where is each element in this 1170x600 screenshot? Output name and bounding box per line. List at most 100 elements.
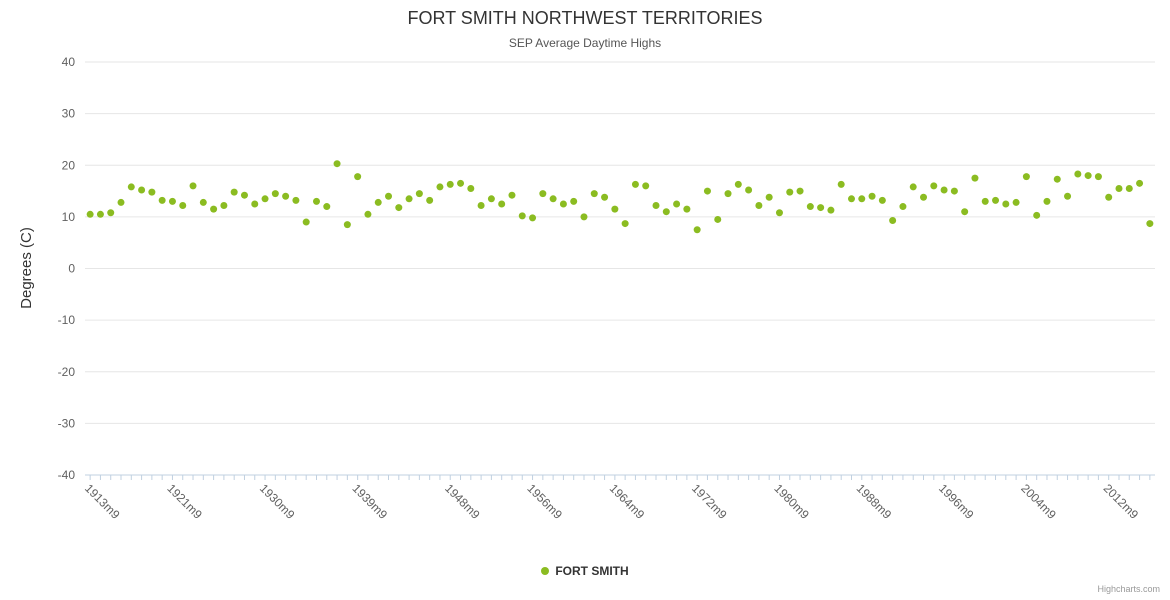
data-point[interactable] <box>395 204 403 212</box>
data-point[interactable] <box>1125 184 1133 192</box>
data-point[interactable] <box>323 203 331 211</box>
data-point[interactable] <box>580 213 588 221</box>
data-point[interactable] <box>1115 184 1123 192</box>
data-point[interactable] <box>806 203 814 211</box>
data-point[interactable] <box>590 190 598 198</box>
data-point[interactable] <box>96 210 104 218</box>
data-point[interactable] <box>1084 172 1092 180</box>
data-point[interactable] <box>734 180 742 188</box>
data-point[interactable] <box>230 188 238 196</box>
data-point[interactable] <box>714 215 722 223</box>
data-point[interactable] <box>168 197 176 205</box>
data-point[interactable] <box>467 184 475 192</box>
data-point[interactable] <box>86 210 94 218</box>
data-point[interactable] <box>940 186 948 194</box>
data-point[interactable] <box>868 192 876 200</box>
data-point[interactable] <box>1105 193 1113 201</box>
data-point[interactable] <box>426 196 434 204</box>
data-point[interactable] <box>920 193 928 201</box>
data-point[interactable] <box>796 187 804 195</box>
data-point[interactable] <box>271 190 279 198</box>
data-point[interactable] <box>662 208 670 216</box>
data-point[interactable] <box>817 204 825 212</box>
data-point[interactable] <box>909 183 917 191</box>
data-point[interactable] <box>189 182 197 190</box>
data-point[interactable] <box>385 192 393 200</box>
data-point[interactable] <box>477 202 485 210</box>
data-point[interactable] <box>775 209 783 217</box>
data-point[interactable] <box>765 193 773 201</box>
data-point[interactable] <box>693 226 701 234</box>
data-point[interactable] <box>117 198 125 206</box>
data-point[interactable] <box>878 196 886 204</box>
data-point[interactable] <box>333 160 341 168</box>
data-point[interactable] <box>1002 200 1010 208</box>
data-point[interactable] <box>529 214 537 222</box>
data-point[interactable] <box>240 191 248 199</box>
data-point[interactable] <box>127 183 135 191</box>
data-point[interactable] <box>261 195 269 203</box>
data-point[interactable] <box>282 192 290 200</box>
data-point[interactable] <box>1064 192 1072 200</box>
data-point[interactable] <box>1074 170 1082 178</box>
data-point[interactable] <box>343 221 351 229</box>
data-point[interactable] <box>930 182 938 190</box>
data-point[interactable] <box>827 206 835 214</box>
data-point[interactable] <box>199 198 207 206</box>
data-point[interactable] <box>251 200 259 208</box>
data-point[interactable] <box>446 180 454 188</box>
data-point[interactable] <box>508 191 516 199</box>
data-point[interactable] <box>755 202 763 210</box>
data-point[interactable] <box>549 195 557 203</box>
data-point[interactable] <box>786 188 794 196</box>
data-point[interactable] <box>1146 220 1154 228</box>
data-point[interactable] <box>148 188 156 196</box>
data-point[interactable] <box>302 218 310 226</box>
data-point[interactable] <box>631 180 639 188</box>
data-point[interactable] <box>107 209 115 217</box>
data-point[interactable] <box>1022 173 1030 181</box>
data-point[interactable] <box>889 216 897 224</box>
data-point[interactable] <box>703 187 711 195</box>
data-point[interactable] <box>436 183 444 191</box>
data-point[interactable] <box>518 212 526 220</box>
data-point[interactable] <box>724 190 732 198</box>
data-point[interactable] <box>559 200 567 208</box>
data-point[interactable] <box>158 196 166 204</box>
data-point[interactable] <box>847 195 855 203</box>
data-point[interactable] <box>292 196 300 204</box>
data-point[interactable] <box>1094 173 1102 181</box>
data-point[interactable] <box>981 197 989 205</box>
data-point[interactable] <box>364 210 372 218</box>
data-point[interactable] <box>498 200 506 208</box>
data-point[interactable] <box>950 187 958 195</box>
data-point[interactable] <box>138 186 146 194</box>
data-point[interactable] <box>1043 197 1051 205</box>
data-point[interactable] <box>1053 175 1061 183</box>
data-point[interactable] <box>312 197 320 205</box>
data-point[interactable] <box>1012 198 1020 206</box>
data-point[interactable] <box>415 190 423 198</box>
data-point[interactable] <box>992 196 1000 204</box>
highcharts-credits[interactable]: Highcharts.com <box>1097 584 1160 594</box>
data-point[interactable] <box>961 208 969 216</box>
data-point[interactable] <box>611 205 619 213</box>
data-point[interactable] <box>487 195 495 203</box>
data-point[interactable] <box>405 195 413 203</box>
data-point[interactable] <box>683 205 691 213</box>
data-point[interactable] <box>539 190 547 198</box>
data-point[interactable] <box>858 195 866 203</box>
data-point[interactable] <box>642 182 650 190</box>
legend-item-fort-smith[interactable]: FORT SMITH <box>0 564 1170 578</box>
data-point[interactable] <box>652 202 660 210</box>
data-point[interactable] <box>621 220 629 228</box>
data-point[interactable] <box>374 198 382 206</box>
data-point[interactable] <box>1136 179 1144 187</box>
data-point[interactable] <box>899 203 907 211</box>
data-point[interactable] <box>179 202 187 210</box>
data-point[interactable] <box>971 174 979 182</box>
data-point[interactable] <box>673 200 681 208</box>
data-point[interactable] <box>837 180 845 188</box>
data-point[interactable] <box>220 202 228 210</box>
data-point[interactable] <box>601 193 609 201</box>
